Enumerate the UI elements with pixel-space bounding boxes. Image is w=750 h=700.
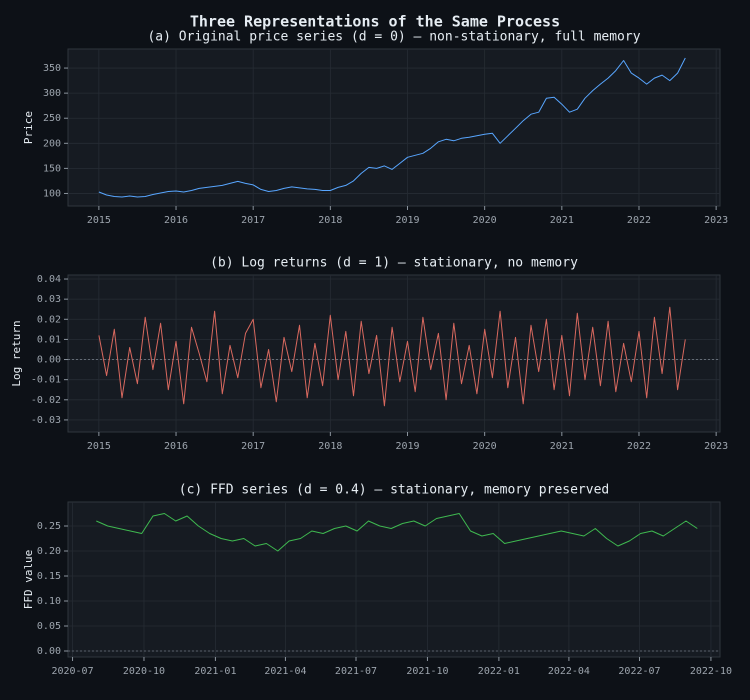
x-tick-label: 2017: [241, 215, 265, 226]
data-line: [96, 513, 698, 552]
y-tick-label: -0.01: [31, 375, 61, 386]
y-tick-label: 0.01: [37, 334, 61, 345]
plot-area: [67, 501, 721, 658]
y-tick-label: 0.25: [37, 521, 61, 532]
x-tick-label: 2015: [87, 215, 111, 226]
x-tick-label: 2022-07: [618, 666, 660, 677]
x-tick-label: 2021-04: [264, 666, 306, 677]
x-tick-label: 2020: [473, 441, 497, 452]
x-tick-label: 2018: [318, 215, 342, 226]
subplot-title: (a) Original price series (d = 0) — non-…: [147, 30, 640, 45]
y-tick-label: 0.02: [37, 314, 61, 325]
subplot-title: (b) Log returns (d = 1) — stationary, no…: [210, 256, 578, 271]
y-tick-label: 0.03: [37, 294, 61, 305]
y-tick-label: 200: [43, 138, 61, 149]
y-axis-label: FFD value: [22, 550, 35, 610]
x-tick-label: 2021: [550, 215, 574, 226]
x-tick-label: 2019: [395, 215, 419, 226]
y-tick-label: 250: [43, 113, 61, 124]
y-tick-label: 0.04: [37, 274, 61, 285]
y-tick-label: -0.02: [31, 395, 61, 406]
x-tick-label: 2022-01: [478, 666, 520, 677]
x-tick-label: 2017: [241, 441, 265, 452]
subplot-title: (c) FFD series (d = 0.4) — stationary, m…: [179, 483, 609, 498]
plot-area: [67, 48, 721, 207]
x-tick-label: 2019: [395, 441, 419, 452]
y-axis-label: Price: [22, 111, 35, 144]
y-tick-label: 0.10: [37, 596, 61, 607]
x-tick-label: 2015: [87, 441, 111, 452]
y-tick-label: 0.00: [37, 646, 61, 657]
x-tick-label: 2016: [164, 215, 188, 226]
y-tick-label: 0.05: [37, 621, 61, 632]
y-tick-label: 0.15: [37, 571, 61, 582]
data-line: [98, 57, 686, 198]
x-tick-label: 2022: [627, 441, 651, 452]
x-tick-label: 2022-04: [548, 666, 590, 677]
y-axis-label: Log return: [10, 320, 23, 386]
x-tick-label: 2020-07: [51, 666, 93, 677]
y-tick-label: -0.03: [31, 415, 61, 426]
x-tick-label: 2022-10: [690, 666, 732, 677]
x-tick-label: 2016: [164, 441, 188, 452]
figure-title: Three Representations of the Same Proces…: [190, 13, 560, 31]
x-tick-label: 2023: [704, 215, 728, 226]
x-tick-label: 2021-01: [194, 666, 236, 677]
x-tick-label: 2021-10: [406, 666, 448, 677]
data-line: [98, 306, 686, 407]
x-tick-label: 2018: [318, 441, 342, 452]
x-tick-label: 2022: [627, 215, 651, 226]
y-tick-label: 0.00: [37, 355, 61, 366]
x-tick-label: 2021-07: [335, 666, 377, 677]
y-tick-label: 0.20: [37, 546, 61, 557]
x-tick-label: 2021: [550, 441, 574, 452]
x-tick-label: 2020: [473, 215, 497, 226]
y-tick-label: 300: [43, 88, 61, 99]
x-tick-label: 2020-10: [123, 666, 165, 677]
y-tick-label: 150: [43, 163, 61, 174]
y-tick-label: 100: [43, 188, 61, 199]
y-tick-label: 350: [43, 63, 61, 74]
x-tick-label: 2023: [704, 441, 728, 452]
